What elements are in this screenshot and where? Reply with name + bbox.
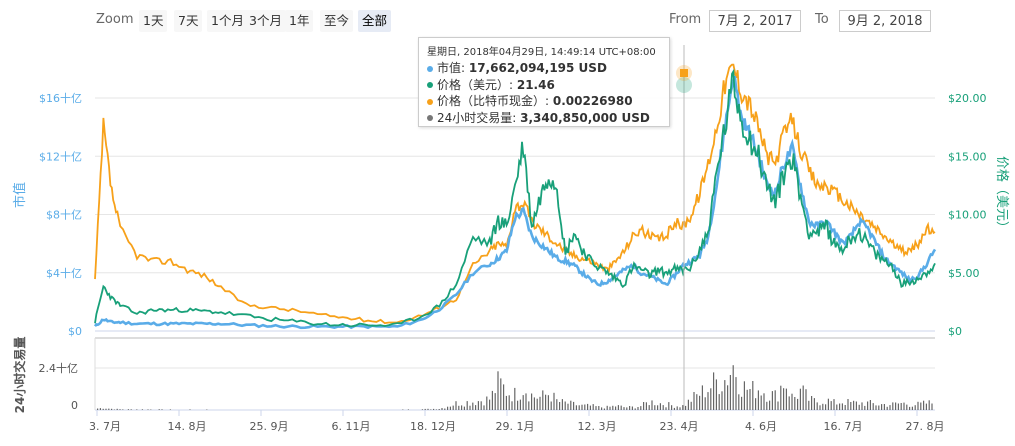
x-tick-label: 4. 6月 — [745, 420, 777, 433]
from-date-input[interactable]: 7月 2, 2017 — [709, 10, 801, 32]
tooltip-rows: 市值: 17,662,094,195 USD 价格（美元）: 21.46 价格（比特… — [427, 60, 661, 126]
volume-bars — [97, 365, 933, 410]
tooltip-value: 0.00226980 — [552, 94, 633, 108]
tooltip-value: 3,340,850,000 USD — [520, 110, 650, 125]
tooltip-label: 24小时交易量: — [437, 110, 521, 125]
price-usd-line[interactable] — [94, 68, 936, 328]
hover-marker-usd — [676, 77, 692, 93]
zoom-button-0[interactable]: 1天 — [139, 10, 168, 32]
x-tick-label: 16. 7月 — [824, 420, 863, 433]
y-tick-label: $12十亿 — [39, 149, 82, 163]
market-cap-axis: $0 $4十亿 $8十亿 $12十亿 $16十亿 — [39, 91, 82, 338]
market-cap-axis-title: 市值 — [12, 182, 28, 208]
y-tick-label: $4十亿 — [46, 266, 82, 280]
x-tick-label: 23. 4月 — [660, 420, 699, 433]
zoom-button-4[interactable]: 1年 — [285, 10, 314, 32]
zoom-button-6[interactable]: 全部 — [358, 10, 392, 32]
volume-tick-label: 0 — [71, 399, 78, 412]
to-date-input[interactable]: 9月 2, 2018 — [839, 10, 931, 32]
zoom-button-5[interactable]: 至今 — [320, 10, 354, 32]
tooltip-row: 价格（美元）: 21.46 — [427, 77, 661, 94]
y-tick-label: $10.00 — [948, 209, 987, 222]
x-tick-label: 29. 1月 — [496, 420, 535, 433]
volume-tick-label: 2.4十亿 — [39, 361, 79, 375]
y-tick-label: $15.00 — [948, 150, 987, 163]
y-tick-label: $0 — [68, 325, 82, 338]
tooltip-label: 价格（美元）: — [437, 77, 517, 92]
price-usd-axis: $0 $5.00 $10.00 $15.00 $20.00 — [948, 92, 987, 338]
date-axis: 3. 7月 14. 8月 25. 9月 6. 11月 18. 12月 29. 1月 12. … — [89, 410, 945, 433]
x-tick-label: 6. 11月 — [332, 420, 371, 433]
range-selector-toolbar: Zoom 1天 7天 1个月 3个月 1年 至今 全部 From 7月 2, 2017 To… — [0, 0, 1015, 40]
y-tick-label: $20.00 — [948, 92, 987, 105]
series-dot-icon — [427, 115, 433, 121]
x-tick-label: 18. 12月 — [410, 420, 456, 433]
zoom-button-3[interactable]: 3个月 — [245, 10, 286, 32]
tooltip-label: 价格（比特币现金）: — [437, 94, 553, 108]
tooltip-date: 星期日, 2018年04月29日, 14:49:14 UTC+08:00 — [427, 47, 656, 58]
zoom-button-2[interactable]: 1个月 — [207, 10, 248, 32]
tooltip-value: 21.46 — [516, 77, 555, 92]
hover-marker-bch — [680, 69, 688, 77]
tooltip-value: 17,662,094,195 USD — [468, 61, 607, 75]
tooltip-row: 市值: 17,662,094,195 USD — [427, 60, 661, 77]
series-dot-icon — [427, 82, 433, 88]
market-cap-line[interactable] — [93, 75, 937, 330]
volume-axis-title: 24小时交易量 — [12, 337, 27, 414]
series-dot-icon — [427, 98, 433, 105]
y-tick-label: $5.00 — [948, 267, 980, 280]
x-tick-label: 12. 3月 — [578, 420, 617, 433]
tooltip-row: 24小时交易量: 3,340,850,000 USD — [427, 110, 661, 127]
x-tick-label: 27. 8月 — [906, 420, 945, 433]
price-axis-title: 价格（美元） — [994, 156, 1010, 234]
to-label: To — [815, 12, 829, 27]
zoom-label: Zoom — [96, 12, 134, 27]
y-tick-label: $8十亿 — [46, 208, 82, 222]
series-dot-icon — [427, 65, 433, 72]
y-tick-label: $16十亿 — [39, 91, 82, 105]
x-tick-label: 14. 8月 — [168, 420, 207, 433]
y-tick-label: $0 — [948, 325, 962, 338]
hover-tooltip: 星期日, 2018年04月29日, 14:49:14 UTC+08:00 市值:… — [418, 37, 670, 127]
x-tick-label: 25. 9月 — [250, 420, 289, 433]
volume-axis: 0 2.4十亿 — [39, 361, 79, 412]
price-bch-line[interactable] — [94, 63, 936, 325]
tooltip-label: 市值: — [437, 61, 469, 75]
grid-lines — [94, 97, 935, 411]
x-tick-label: 3. 7月 — [89, 420, 121, 433]
zoom-button-1[interactable]: 7天 — [174, 10, 203, 32]
tooltip-row: 价格（比特币现金）: 0.00226980 — [427, 93, 661, 110]
from-label: From — [669, 12, 702, 27]
